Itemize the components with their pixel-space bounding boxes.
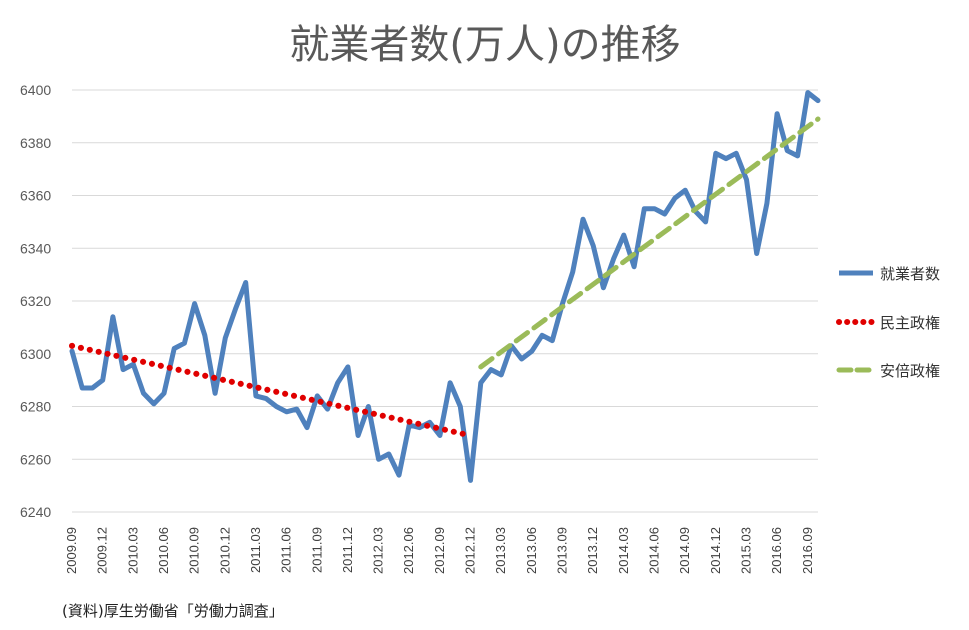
x-tick-label: 2012.03: [371, 527, 386, 574]
x-tick-label: 2011.03: [248, 527, 263, 573]
trend-line-dpj: [69, 342, 474, 439]
x-tick-label: 2010.12: [217, 527, 232, 574]
x-tick-label: 2010.06: [156, 527, 171, 574]
chart-title: 就業者数(万人)の推移: [289, 22, 680, 68]
x-tick-label: 2016.06: [769, 527, 784, 574]
x-tick-label: 2010.03: [125, 527, 140, 574]
y-tick-label: 6360: [20, 188, 51, 204]
x-tick-label: 2013.06: [524, 527, 539, 574]
y-tick-label: 6400: [20, 82, 51, 98]
x-tick-label: 2012.12: [463, 527, 478, 574]
y-tick-label: 6260: [20, 451, 51, 467]
gridlines: [72, 89, 818, 513]
y-tick-label: 6300: [20, 346, 51, 362]
source-note: (資料)厚生労働省「労働力調査」: [62, 602, 284, 620]
x-tick-label: 2012.06: [401, 527, 416, 574]
y-tick-label: 6280: [20, 399, 51, 415]
x-tick-label: 2016.09: [800, 527, 815, 574]
x-axis: 2009.09 2009.12 2010.03 2010.06 2010.09 2010.…: [64, 527, 815, 574]
x-tick-label: 2013.09: [555, 527, 570, 574]
y-tick-label: 6320: [20, 293, 51, 309]
x-tick-label: 2009.12: [95, 527, 110, 574]
x-tick-label: 2014.09: [677, 527, 692, 574]
plot-lines: [69, 90, 821, 483]
x-tick-label: 2013.12: [585, 527, 600, 574]
y-tick-label: 6380: [20, 135, 51, 151]
x-tick-label: 2015.03: [738, 527, 753, 574]
x-tick-label: 2011.06: [279, 527, 294, 573]
x-tick-label: 2014.12: [708, 527, 723, 574]
y-tick-label: 6340: [20, 240, 51, 256]
y-axis: 6240 6260 6280 6300 6320 6340 6360 6380 6400: [20, 82, 51, 520]
trend-line-abe: [478, 116, 821, 370]
x-tick-label: 2010.09: [187, 527, 202, 574]
legend-item-employment-label: 就業者数: [880, 265, 940, 283]
legend-item-dpj-label: 民主政権: [880, 314, 940, 332]
x-tick-label: 2013.03: [493, 527, 508, 574]
x-tick-label: 2011.09: [309, 527, 324, 573]
x-tick-label: 2009.09: [64, 527, 79, 574]
x-tick-label: 2014.03: [616, 527, 631, 574]
x-tick-label: 2012.09: [432, 527, 447, 574]
legend-item-abe-label: 安倍政権: [880, 362, 940, 380]
y-tick-label: 6240: [20, 504, 51, 520]
series-line-employment: [69, 90, 821, 483]
x-tick-label: 2014.06: [646, 527, 661, 574]
x-tick-label: 2011.12: [340, 527, 355, 573]
